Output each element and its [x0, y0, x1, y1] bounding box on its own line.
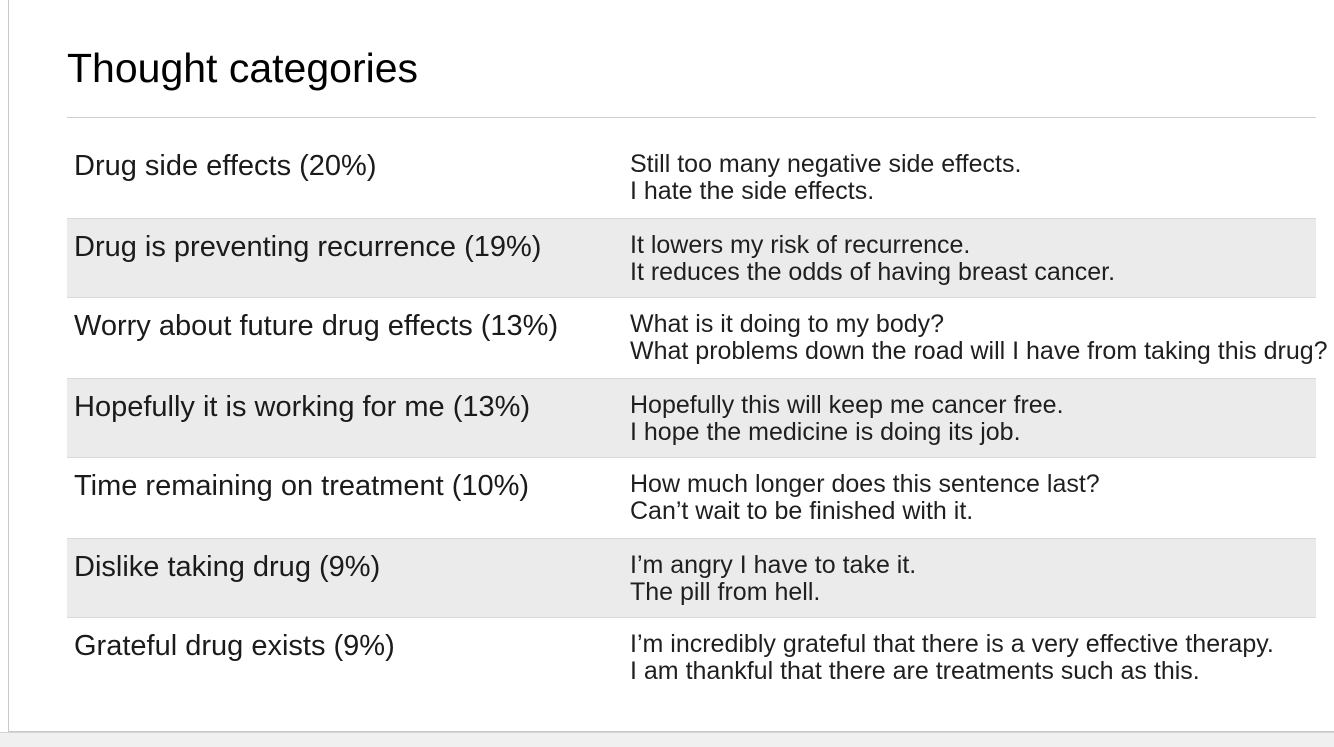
quote-line: It reduces the odds of having breast can… [630, 258, 1116, 286]
quote-line: What is it doing to my body? [630, 310, 945, 338]
quote-line: Hopefully this will keep me cancer free. [630, 391, 1064, 419]
category-cell: Worry about future drug effects (13%) [74, 310, 559, 342]
quotes-cell: How much longer does this sentence last?… [625, 458, 1316, 538]
category-cell: Time remaining on treatment (10%) [74, 470, 530, 502]
slide-card: Thought categories Drug side effects (20… [8, 0, 1334, 732]
quote-line: I hope the medicine is doing its job. [630, 418, 1021, 446]
quote-line: How much longer does this sentence last? [630, 470, 1100, 498]
title-divider [67, 117, 1316, 118]
quote-line: I’m incredibly grateful that there is a … [630, 630, 1274, 658]
slide-content: Thought categories Drug side effects (20… [67, 44, 1328, 698]
table-row: Worry about future drug effects (13%) Wh… [67, 298, 1328, 378]
page-title: Thought categories [67, 45, 419, 91]
quotes-cell: I’m angry I have to take it. The pill fro… [625, 539, 1316, 617]
category-cell: Grateful drug exists (9%) [74, 630, 395, 662]
quote-line: I am thankful that there are treatments … [630, 657, 1200, 685]
quote-line: Can’t wait to be finished with it. [630, 497, 974, 525]
quotes-cell: It lowers my risk of recurrence. It reduc… [625, 219, 1316, 297]
table-row: Time remaining on treatment (10%) How mu… [67, 458, 1316, 538]
table-row: Grateful drug exists (9%) I’m incredibly… [67, 618, 1316, 698]
quote-line: I hate the side effects. [630, 177, 875, 205]
table-row: Hopefully it is working for me (13%) Hop… [67, 378, 1316, 458]
page-left-margin [0, 0, 8, 732]
quote-line: What problems down the road will I have … [630, 337, 1328, 365]
page-background-strip [0, 732, 1334, 747]
category-cell: Drug side effects (20%) [74, 150, 377, 182]
quote-line: The pill from hell. [630, 578, 821, 606]
table-row: Drug side effects (20%) Still too many n… [67, 138, 1316, 218]
category-cell: Dislike taking drug (9%) [74, 551, 381, 583]
category-cell: Hopefully it is working for me (13%) [74, 391, 531, 423]
quotes-cell: Still too many negative side effects. I h… [625, 138, 1316, 218]
thought-categories-table: Drug side effects (20%) Still too many n… [67, 138, 1328, 698]
table-row: Dislike taking drug (9%) I’m angry I hav… [67, 538, 1316, 618]
quotes-cell: Hopefully this will keep me cancer free.… [625, 379, 1316, 457]
quote-line: Still too many negative side effects. [630, 150, 1022, 178]
quote-line: It lowers my risk of recurrence. [630, 231, 971, 259]
table-row: Drug is preventing recurrence (19%) It l… [67, 218, 1316, 298]
quotes-cell: I’m incredibly grateful that there is a … [625, 618, 1316, 698]
quotes-cell: What is it doing to my body? What problem… [625, 298, 1328, 378]
quote-line: I’m angry I have to take it. [630, 551, 917, 579]
category-cell: Drug is preventing recurrence (19%) [74, 231, 542, 263]
